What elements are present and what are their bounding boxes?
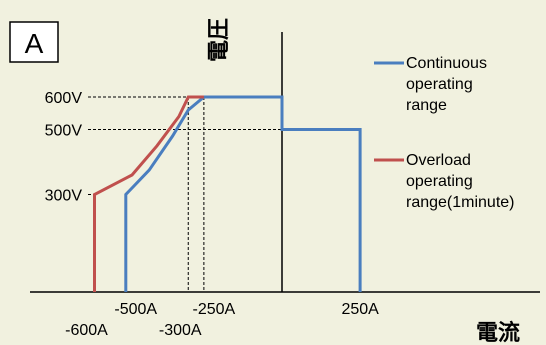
x-tick-label: -600A [65,322,108,339]
legend-label: operating [406,173,473,190]
dashed-guides [88,96,282,292]
axes [30,32,540,293]
x-tick-label: -250A [193,301,236,318]
tick-labels: 600V 500V 300V -500A -250A 250A -600A -300A [45,90,380,339]
legend-label: range(1minute) [406,194,515,211]
legend-label: Continuous [406,55,487,72]
series-line-1 [93,95,204,292]
y-tick-label: 500V [45,123,83,140]
legend-label: Overload [406,152,471,169]
x-tick-label: -300A [159,322,202,339]
x-tick-label: 250A [341,301,379,318]
legend-label: range [406,97,447,114]
x-axis-title: 電流 [476,320,520,345]
legend-label: operating [406,76,473,93]
legend: Continuous operating range Overload operatin… [374,55,515,211]
series-lines [93,95,362,292]
panel-label: A [25,28,44,59]
y-tick-label: 600V [45,90,83,107]
y-tick-label: 300V [45,188,83,205]
panel-label-box [9,21,59,63]
y-axis-title: 電圧 [206,18,231,62]
x-tick-label: -500A [114,301,157,318]
series-line-0 [124,95,362,292]
